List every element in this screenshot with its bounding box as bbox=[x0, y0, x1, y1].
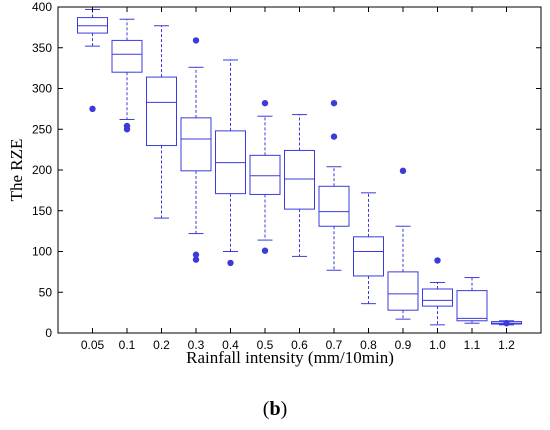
box-plot-chart: 0 50 100 150 200 250 300 350 400 0.05 0.1 0.2 0.3 0.4… bbox=[7, 0, 542, 367]
box-group bbox=[422, 257, 453, 326]
x-tick-label: 0.2 bbox=[153, 338, 170, 352]
x-tick-label: 0.8 bbox=[360, 338, 377, 352]
x-tick-label: 0.4 bbox=[222, 338, 239, 352]
box-iqr bbox=[111, 39, 143, 73]
x-tick-label: 1.0 bbox=[429, 338, 446, 352]
outlier-point bbox=[330, 133, 338, 140]
outlier-point bbox=[261, 247, 269, 254]
box-group bbox=[146, 25, 177, 219]
box-group bbox=[456, 277, 488, 324]
x-tick-label: 0.6 bbox=[291, 338, 308, 352]
outlier-point bbox=[123, 126, 131, 133]
box-iqr bbox=[180, 117, 212, 172]
box-iqr bbox=[387, 271, 419, 311]
panel-label-close: ) bbox=[280, 398, 288, 420]
outlier-point bbox=[399, 167, 407, 175]
x-tick-label: 0.7 bbox=[326, 338, 343, 352]
y-tick-label: 350 bbox=[32, 41, 52, 55]
box-iqr bbox=[353, 236, 384, 277]
y-tick-label: 100 bbox=[32, 245, 52, 259]
y-tick-label: 200 bbox=[32, 163, 52, 177]
x-tick-label: 0.5 bbox=[257, 338, 274, 352]
box-group bbox=[353, 192, 384, 305]
box-iqr bbox=[146, 76, 177, 147]
outlier-point bbox=[434, 257, 441, 264]
box-group bbox=[77, 8, 108, 113]
box-group bbox=[111, 18, 143, 133]
boxes-layer bbox=[77, 8, 522, 327]
y-tick-label: 250 bbox=[32, 122, 52, 136]
box-iqr bbox=[249, 154, 281, 195]
box-group bbox=[284, 114, 315, 257]
box-iqr bbox=[284, 149, 315, 210]
outlier-point bbox=[192, 256, 200, 263]
y-tick-label: 50 bbox=[39, 285, 53, 299]
x-tick-label: 0.3 bbox=[188, 338, 205, 352]
box-group bbox=[387, 167, 419, 320]
x-tick-label: 1.1 bbox=[464, 338, 481, 352]
box-group bbox=[215, 59, 246, 267]
outlier-point bbox=[192, 251, 200, 258]
panel-label-open: ( bbox=[262, 398, 270, 420]
box-iqr bbox=[318, 185, 350, 227]
outlier-point bbox=[261, 99, 269, 107]
y-tick-label: 300 bbox=[32, 82, 52, 96]
outlier-point bbox=[227, 259, 234, 267]
ticks-layer: 0 50 100 150 200 250 300 350 400 0.05 0.1 0.2 0.3 0.4… bbox=[32, 0, 541, 352]
x-tick-label: 1.2 bbox=[498, 338, 515, 352]
outlier-point bbox=[192, 37, 200, 44]
y-tick-label: 150 bbox=[32, 204, 52, 218]
outlier-point bbox=[503, 320, 510, 327]
box-group bbox=[249, 99, 281, 254]
box-iqr bbox=[422, 288, 453, 307]
y-axis-label: The RZE bbox=[7, 139, 26, 202]
box-group bbox=[318, 99, 350, 271]
panel-label: (b) bbox=[0, 398, 550, 421]
panel-label-letter: b bbox=[269, 398, 281, 420]
x-tick-label: 0.1 bbox=[119, 338, 136, 352]
outlier-point bbox=[330, 99, 338, 107]
outlier-point bbox=[89, 105, 96, 113]
box-iqr bbox=[456, 290, 488, 322]
x-tick-label: 0.9 bbox=[395, 338, 412, 352]
x-tick-label: 0.05 bbox=[81, 338, 105, 352]
box-group bbox=[491, 320, 522, 327]
x-axis-label: Rainfall intensity (mm/10min) bbox=[186, 348, 394, 367]
y-tick-label: 400 bbox=[32, 0, 52, 14]
box-group bbox=[180, 37, 212, 263]
y-tick-label: 0 bbox=[45, 326, 52, 340]
